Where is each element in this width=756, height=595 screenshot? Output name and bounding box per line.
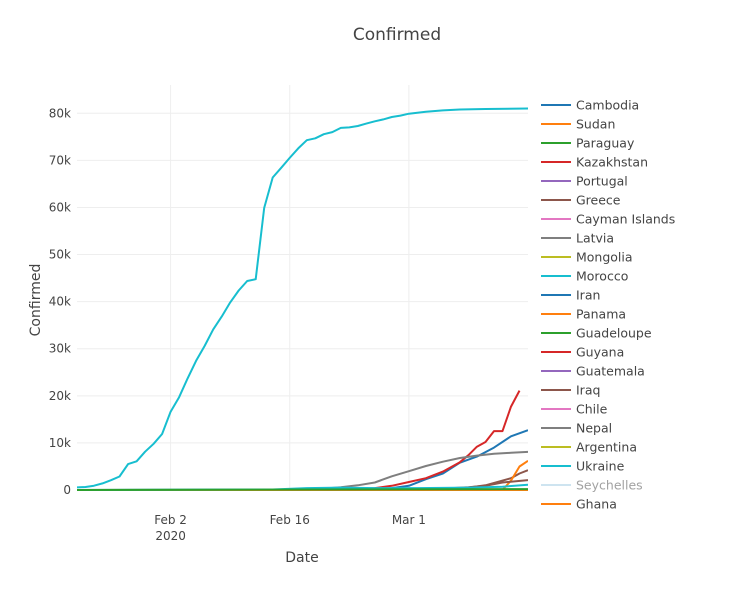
legend-label: Mongolia bbox=[576, 250, 633, 265]
legend-item-iraq[interactable]: Iraq bbox=[541, 383, 600, 398]
legend-item-cambodia[interactable]: Cambodia bbox=[541, 98, 639, 113]
legend-label: Greece bbox=[576, 193, 621, 208]
series-line-panama bbox=[77, 459, 528, 491]
y-tick-label: 30k bbox=[49, 342, 71, 356]
y-tick-label: 20k bbox=[49, 389, 71, 403]
y-tick-label: 50k bbox=[49, 248, 71, 262]
y-tick-label: 80k bbox=[49, 106, 71, 120]
y-tick-label: 0 bbox=[63, 483, 71, 497]
legend-item-chile[interactable]: Chile bbox=[541, 402, 608, 417]
x-tick-label: Feb 16 bbox=[270, 513, 310, 527]
legend-item-cayman-islands[interactable]: Cayman Islands bbox=[541, 212, 675, 227]
legend-label: Panama bbox=[576, 307, 626, 322]
legend-item-paraguay[interactable]: Paraguay bbox=[541, 136, 635, 151]
series-line-guyana bbox=[77, 390, 521, 491]
x-tick-sublabel: 2020 bbox=[155, 529, 186, 543]
y-tick-label: 70k bbox=[49, 153, 71, 167]
legend-item-mongolia[interactable]: Mongolia bbox=[541, 250, 633, 265]
chart-title: Confirmed bbox=[353, 25, 441, 45]
legend-item-ghana[interactable]: Ghana bbox=[541, 497, 617, 512]
y-tick-label: 60k bbox=[49, 200, 71, 214]
legend-item-morocco[interactable]: Morocco bbox=[541, 269, 628, 284]
legend-item-guyana[interactable]: Guyana bbox=[541, 345, 624, 360]
series-line-ukraine bbox=[77, 107, 528, 489]
legend-label: Cayman Islands bbox=[576, 212, 675, 227]
legend-label: Paraguay bbox=[576, 136, 635, 151]
y-tick-label: 40k bbox=[49, 295, 71, 309]
legend-item-kazakhstan[interactable]: Kazakhstan bbox=[541, 155, 648, 170]
legend-item-latvia[interactable]: Latvia bbox=[541, 231, 614, 246]
legend-item-panama[interactable]: Panama bbox=[541, 307, 626, 322]
legend-label: Chile bbox=[576, 402, 608, 417]
legend-item-guatemala[interactable]: Guatemala bbox=[541, 364, 645, 379]
legend-item-iran[interactable]: Iran bbox=[541, 288, 600, 303]
legend-item-portugal[interactable]: Portugal bbox=[541, 174, 628, 189]
legend-label: Guadeloupe bbox=[576, 326, 652, 341]
legend-label: Ghana bbox=[576, 497, 617, 512]
legend-label: Cambodia bbox=[576, 98, 639, 113]
series-line-nepal bbox=[77, 450, 528, 491]
series-lines bbox=[77, 107, 528, 491]
x-axis-ticks: Feb 2 2020 Feb 16 Mar 1 bbox=[154, 513, 426, 543]
legend-label: Iran bbox=[576, 288, 600, 303]
legend-label: Seychelles bbox=[576, 478, 643, 493]
legend-label: Sudan bbox=[576, 117, 615, 132]
legend-label: Guyana bbox=[576, 345, 624, 360]
legend-item-guadeloupe[interactable]: Guadeloupe bbox=[541, 326, 652, 341]
y-axis-title: Confirmed bbox=[28, 264, 44, 337]
legend-label: Guatemala bbox=[576, 364, 645, 379]
legend-label: Nepal bbox=[576, 421, 612, 436]
legend-item-sudan[interactable]: Sudan bbox=[541, 117, 615, 132]
legend-label: Ukraine bbox=[576, 459, 625, 474]
legend-label: Morocco bbox=[576, 269, 628, 284]
legend-item-argentina[interactable]: Argentina bbox=[541, 440, 637, 455]
legend-label: Latvia bbox=[576, 231, 614, 246]
legend-label: Kazakhstan bbox=[576, 155, 648, 170]
legend: Cambodia Sudan Paraguay Kazakhstan Portugal G… bbox=[541, 98, 675, 512]
series-line-iran bbox=[77, 429, 528, 491]
x-tick-label: Feb 2 bbox=[154, 513, 187, 527]
x-tick-label: Mar 1 bbox=[392, 513, 426, 527]
y-axis-ticks: 0 10k 20k 30k 40k 50k 60k 70k 80k bbox=[49, 106, 71, 497]
legend-item-nepal[interactable]: Nepal bbox=[541, 421, 612, 436]
legend-item-ukraine[interactable]: Ukraine bbox=[541, 459, 625, 474]
legend-label: Argentina bbox=[576, 440, 637, 455]
legend-item-seychelles[interactable]: Seychelles bbox=[541, 478, 643, 493]
y-tick-label: 10k bbox=[49, 436, 71, 450]
legend-label: Iraq bbox=[576, 383, 600, 398]
x-axis-title: Date bbox=[285, 550, 318, 566]
legend-label: Portugal bbox=[576, 174, 628, 189]
series-line bbox=[77, 488, 528, 491]
legend-item-greece[interactable]: Greece bbox=[541, 193, 621, 208]
grid-lines bbox=[77, 85, 528, 490]
